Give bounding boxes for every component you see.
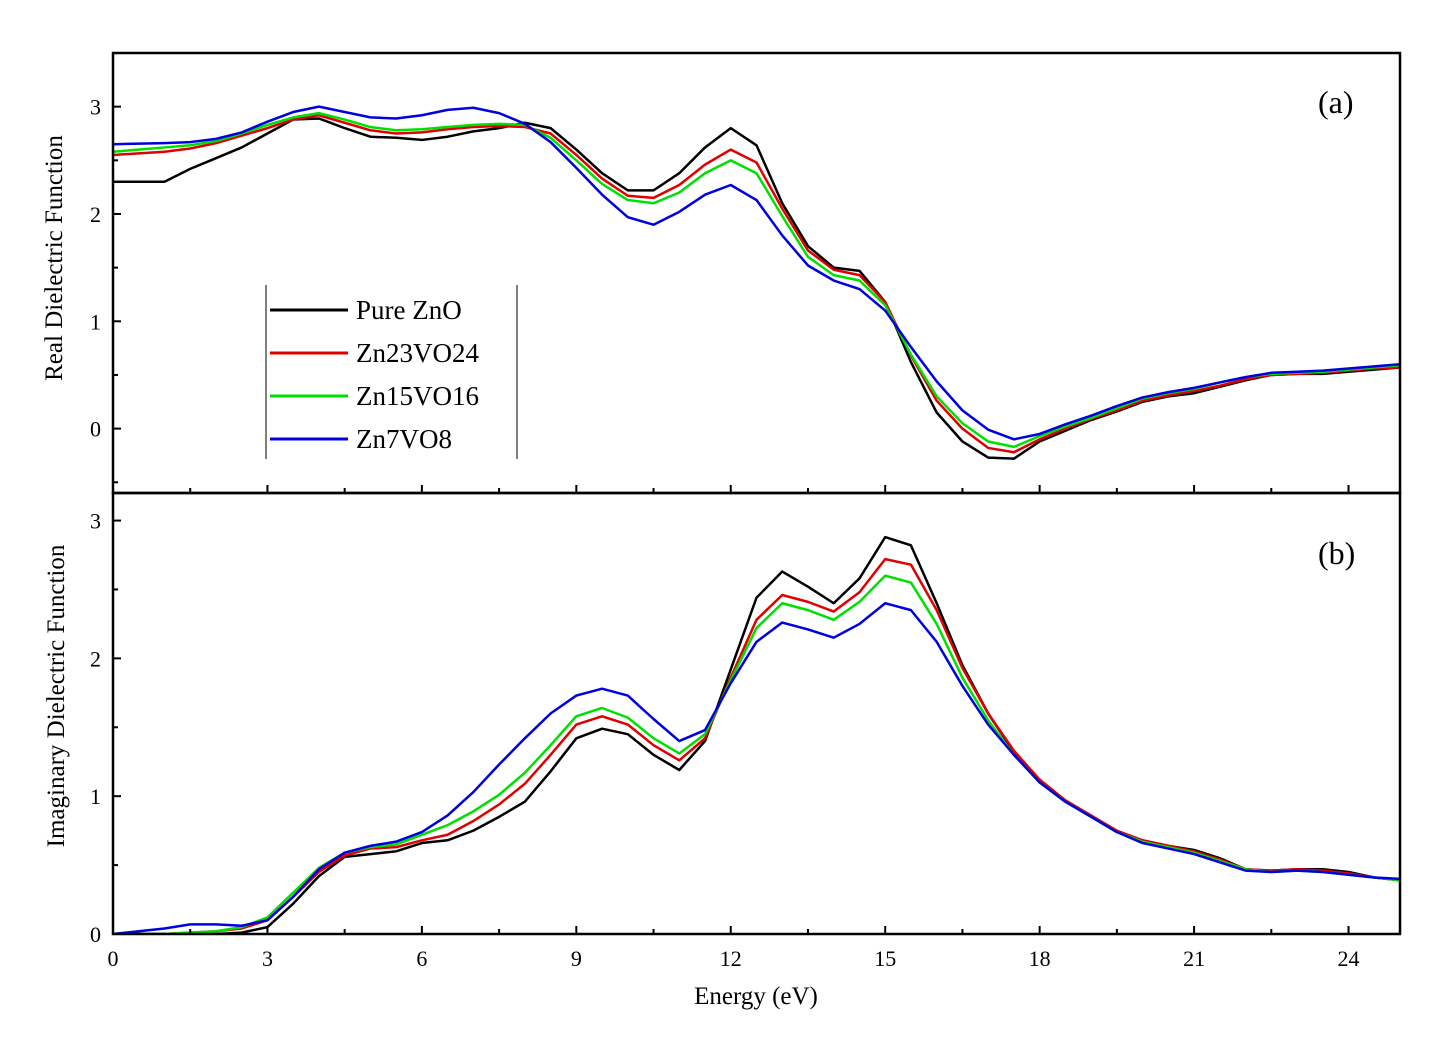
panel-a-series <box>113 105 1400 460</box>
panel-b-label: (b) <box>1318 535 1355 571</box>
x-tick-label: 9 <box>571 946 582 971</box>
x-tick-label: 21 <box>1183 946 1205 971</box>
y-tick-label-b: 0 <box>90 922 101 947</box>
series-line-b-zn15vo16 <box>113 574 1400 934</box>
x-tick-label: 12 <box>720 946 742 971</box>
legend: Pure ZnO Zn23VO24 Zn15VO16 Zn7VO8 <box>265 285 518 459</box>
y-tick-label-b: 2 <box>90 646 101 671</box>
panel-a-real-dielectric: 0 1 2 3 (a) Real Dielectric Function <box>41 52 1400 493</box>
panel-a-label: (a) <box>1318 84 1354 120</box>
y-tick-label-a: 2 <box>90 202 101 227</box>
panel-b-imaginary-dielectric: 0 1 2 3 (b) Imaginary Dielectric Function <box>43 509 1400 947</box>
panel-b-series <box>113 535 1400 934</box>
x-tick-label: 6 <box>416 946 427 971</box>
y-tick-label-b: 1 <box>90 784 101 809</box>
panel-a-y-axis-title: Real Dielectric Function <box>41 135 68 381</box>
x-tick-label: 3 <box>262 946 273 971</box>
x-tick-label: 24 <box>1338 946 1360 971</box>
y-tick-label-a: 0 <box>90 417 101 442</box>
series-line-a-zn7vo8 <box>113 105 1400 441</box>
panel-a-ticks: 0 1 2 3 <box>90 52 1350 493</box>
x-tick-label: 15 <box>874 946 896 971</box>
series-line-b-zn23vo24 <box>113 557 1400 934</box>
x-tick-label: 18 <box>1029 946 1051 971</box>
y-tick-label-a: 3 <box>90 95 101 120</box>
series-line-b-pure-zno <box>113 535 1400 934</box>
y-tick-label-a: 1 <box>90 309 101 334</box>
legend-label-pure-zno: Pure ZnO <box>356 295 462 325</box>
x-tick-label: 0 <box>108 946 119 971</box>
series-line-a-pure-zno <box>113 117 1400 460</box>
panel-b-frame <box>111 491 1402 936</box>
x-tick-labels: 0 3 6 9 12 15 18 21 24 <box>108 946 1360 971</box>
panel-b-y-axis-title: Imaginary Dielectric Function <box>43 544 70 847</box>
panel-b-ticks: 0 1 2 3 <box>90 509 1350 947</box>
series-line-a-zn23vo24 <box>113 113 1400 454</box>
x-axis-title: Energy (eV) <box>694 983 818 1010</box>
y-tick-label-b: 3 <box>90 509 101 534</box>
series-line-b-zn7vo8 <box>113 602 1400 934</box>
legend-label-zn7vo8: Zn7VO8 <box>356 424 452 454</box>
legend-label-zn23vo24: Zn23VO24 <box>356 338 479 368</box>
legend-label-zn15vo16: Zn15VO16 <box>356 381 479 411</box>
